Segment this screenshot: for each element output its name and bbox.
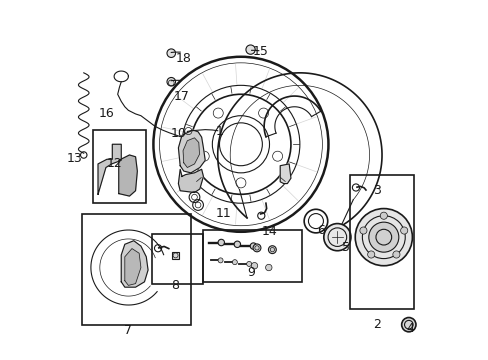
Circle shape (234, 241, 240, 248)
Polygon shape (98, 144, 121, 194)
Text: 18: 18 (176, 52, 191, 65)
Circle shape (232, 260, 237, 265)
Text: 13: 13 (67, 152, 82, 165)
Circle shape (253, 244, 261, 252)
Text: 7: 7 (124, 324, 132, 337)
Text: 2: 2 (372, 318, 380, 331)
Circle shape (166, 77, 175, 86)
Circle shape (359, 227, 366, 234)
Text: 1: 1 (215, 125, 223, 138)
Circle shape (367, 251, 374, 258)
Circle shape (392, 251, 399, 258)
Polygon shape (178, 130, 205, 173)
Polygon shape (280, 164, 290, 184)
Circle shape (265, 264, 271, 271)
Bar (171, 252, 179, 258)
Polygon shape (119, 155, 137, 196)
Text: 17: 17 (174, 90, 189, 103)
Circle shape (400, 227, 407, 234)
Text: 16: 16 (99, 107, 115, 120)
Text: 4: 4 (406, 322, 414, 335)
Bar (151, 234, 203, 284)
Circle shape (323, 224, 350, 251)
Text: 3: 3 (372, 184, 380, 197)
Circle shape (354, 208, 411, 266)
Circle shape (368, 222, 398, 252)
Circle shape (245, 45, 255, 54)
Text: 8: 8 (170, 279, 179, 292)
Text: 6: 6 (317, 224, 325, 237)
Polygon shape (178, 169, 203, 193)
Circle shape (380, 212, 386, 219)
Circle shape (401, 318, 415, 332)
Text: 11: 11 (215, 207, 230, 220)
Text: 12: 12 (106, 157, 122, 170)
Text: 5: 5 (342, 241, 349, 255)
Bar (93, 130, 146, 203)
Polygon shape (124, 249, 141, 285)
Circle shape (268, 246, 276, 253)
Circle shape (166, 49, 175, 58)
Bar (203, 230, 301, 282)
Circle shape (218, 258, 223, 263)
Polygon shape (121, 241, 148, 287)
Circle shape (246, 261, 251, 266)
Bar (349, 175, 413, 309)
Circle shape (218, 239, 224, 246)
Text: 14: 14 (261, 225, 277, 238)
Text: 10: 10 (170, 127, 186, 140)
Circle shape (250, 243, 256, 249)
Circle shape (251, 262, 257, 269)
Bar (82, 214, 190, 325)
Text: 15: 15 (252, 45, 268, 58)
Text: 9: 9 (247, 266, 255, 279)
Polygon shape (183, 138, 199, 167)
